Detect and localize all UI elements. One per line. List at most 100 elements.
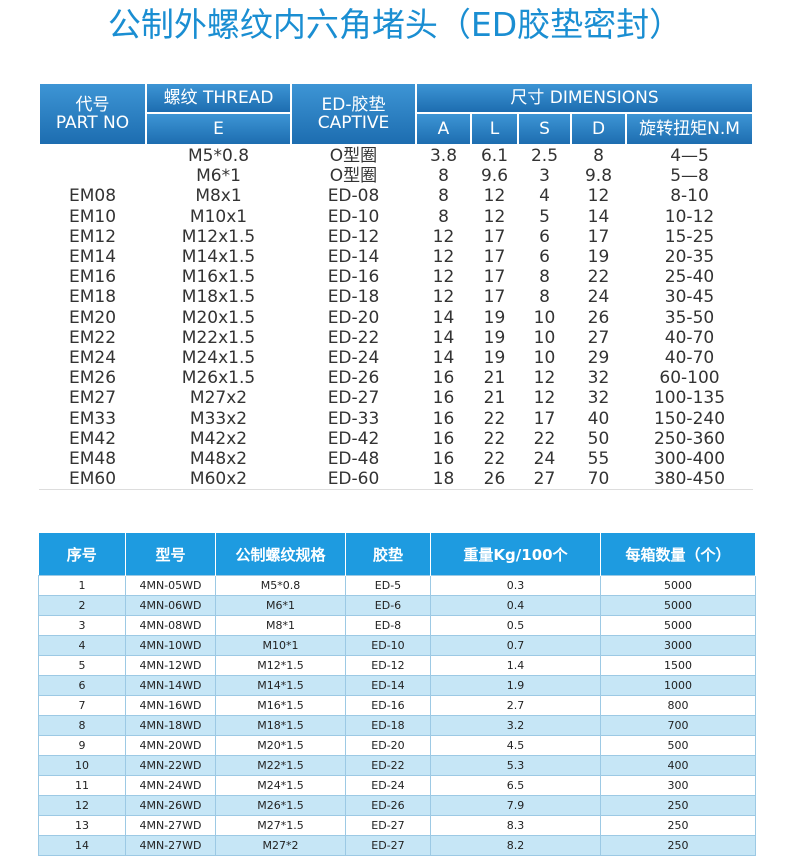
table-cell: 22 <box>533 428 556 449</box>
table-cell: 40 <box>587 408 610 429</box>
table-cell: 27 <box>518 469 571 491</box>
table-cell: M12x1.5 <box>181 226 256 247</box>
table-cell: M22*1.5 <box>215 755 346 776</box>
table-cell: 10 <box>533 327 556 348</box>
table-row: 7 4MN-16WD M16*1.5 ED-16 2.7 800 <box>38 695 756 716</box>
table-row: M6*1 O型圈 8 9.6 3 9.8 5—8 <box>39 166 753 186</box>
table-cell: 3000 <box>600 635 756 656</box>
header-cell: ED-胶垫 CAPTIVE <box>290 82 417 146</box>
table-cell: ED-26 <box>327 368 380 389</box>
table-cell: 12 <box>483 206 506 227</box>
table-cell: 29 <box>587 347 610 368</box>
table-cell: 300 <box>600 775 756 796</box>
table-cell: ED-5 <box>345 575 431 596</box>
table-cell: EM18 <box>68 287 117 308</box>
table-cell: 3.8 <box>429 146 458 167</box>
header-text: PART NO <box>55 113 130 133</box>
table-cell: 8 <box>593 146 604 167</box>
table-row: 11 4MN-24WD M24*1.5 ED-24 6.5 300 <box>38 775 756 796</box>
table-cell: ED-8 <box>345 615 431 636</box>
table-cell: 300-400 <box>653 448 726 469</box>
table-cell: ED-27 <box>345 815 431 836</box>
table-cell: 8-10 <box>670 186 709 207</box>
table-row: EM26 M26x1.5 ED-26 16 21 12 32 60-100 <box>39 368 753 388</box>
table-cell <box>39 166 146 186</box>
table-cell: ED-10 <box>327 206 380 227</box>
table-cell: 70 <box>571 469 626 491</box>
header-text: 代号 <box>75 95 110 115</box>
table-cell: ED-14 <box>327 247 380 268</box>
table-cell: ED-08 <box>327 186 380 207</box>
table-cell: 7.9 <box>430 795 601 816</box>
table-row: 9 4MN-20WD M20*1.5 ED-20 4.5 500 <box>38 735 756 756</box>
table-cell: 250-360 <box>653 428 726 449</box>
table-cell: 250 <box>600 835 756 856</box>
table-cell: ED-42 <box>327 428 380 449</box>
header-cell: 代号 PART NO <box>38 82 147 146</box>
table-cell: 8 <box>539 287 550 308</box>
table-cell: 12 <box>483 186 506 207</box>
table-cell: 4MN-10WD <box>125 635 216 656</box>
table-cell: M26*1.5 <box>215 795 346 816</box>
table-cell: ED-12 <box>327 226 380 247</box>
table-cell: 12 <box>38 795 126 816</box>
table-cell: EM24 <box>68 347 117 368</box>
table-cell: 5—8 <box>670 166 709 187</box>
header-cell: 每箱数量（个） <box>600 533 756 576</box>
table-cell: 4 <box>539 186 550 207</box>
table-cell: ED-10 <box>345 635 431 656</box>
table-cell: EM08 <box>68 186 117 207</box>
table-cell: ED-20 <box>327 307 380 328</box>
header-cell: 螺纹 THREAD <box>145 82 292 114</box>
table-cell: 15-25 <box>664 226 715 247</box>
table-cell: 4MN-18WD <box>125 715 216 736</box>
table-cell: M18x1.5 <box>181 287 256 308</box>
table-cell: 1.9 <box>430 675 601 696</box>
packing-table: 序号 型号 公制螺纹规格 胶垫 重量Kg/100个 每箱数量（个） 1 4MN-05WD M5… <box>38 533 756 856</box>
table-cell: 27 <box>587 327 610 348</box>
table-cell: 3 <box>38 615 126 636</box>
table-cell: EM26 <box>68 368 117 389</box>
table-cell: M16*1.5 <box>215 695 346 716</box>
table-cell: 3.2 <box>430 715 601 736</box>
table-cell <box>39 145 146 166</box>
table-cell: 6 <box>539 247 550 268</box>
table-cell: 8 <box>438 206 449 227</box>
table-row: 14 4MN-27WD M27*2 ED-27 8.2 250 <box>38 835 756 856</box>
header-cell: A <box>415 112 472 146</box>
table-cell: ED-18 <box>345 715 431 736</box>
table-cell: 4MN-16WD <box>125 695 216 716</box>
table-cell: 32 <box>587 388 610 409</box>
table-cell: 19 <box>483 327 506 348</box>
table-cell: 5 <box>539 206 550 227</box>
table-cell: 26 <box>471 469 518 491</box>
header-cell: 胶垫 <box>345 533 431 576</box>
table-cell: 4MN-27WD <box>125 835 216 856</box>
table-cell: 6 <box>38 675 126 696</box>
table-cell: 24 <box>587 287 610 308</box>
table-cell: 3 <box>539 166 550 187</box>
table-cell: M6*1 <box>196 166 241 187</box>
table-row: 10 4MN-22WD M22*1.5 ED-22 5.3 400 <box>38 755 756 776</box>
table-cell: 8.2 <box>430 835 601 856</box>
table-cell: 10 <box>533 307 556 328</box>
table-cell: M24x1.5 <box>181 347 256 368</box>
table-row: 13 4MN-27WD M27*1.5 ED-27 8.3 250 <box>38 815 756 836</box>
table-cell: 17 <box>483 267 506 288</box>
table-row: 6 4MN-14WD M14*1.5 ED-14 1.9 1000 <box>38 675 756 696</box>
header-cell: 尺寸 DIMENSIONS <box>414 82 755 114</box>
table-cell: ED-24 <box>345 775 431 796</box>
table-cell: M14x1.5 <box>181 247 256 268</box>
table-cell: ED-22 <box>345 755 431 776</box>
table-cell: 1 <box>38 575 126 596</box>
table-cell: ED-22 <box>327 327 380 348</box>
table-cell: 12 <box>432 247 455 268</box>
table-cell: 5000 <box>600 575 756 596</box>
table-cell: EM14 <box>68 247 117 268</box>
table-cell: EM20 <box>68 307 117 328</box>
table-cell: EM48 <box>68 448 117 469</box>
header-cell: D <box>570 112 627 146</box>
table-cell: ED-6 <box>345 595 431 616</box>
header-cell: L <box>470 112 519 146</box>
